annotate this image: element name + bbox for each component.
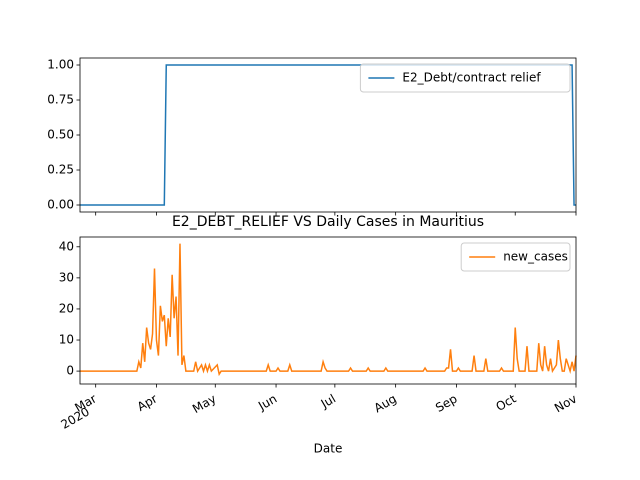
x-tick-label: Apr: [135, 391, 160, 414]
x-tick-label: Jul: [318, 392, 338, 412]
y-tick-label: 0.25: [47, 163, 74, 177]
y-tick-label: 0: [66, 364, 74, 378]
y-tick-label: 0.50: [47, 128, 74, 142]
x-tick-label: Aug: [372, 392, 399, 416]
data-line: [80, 243, 577, 377]
chart-title: E2_DEBT_RELIEF VS Daily Cases in Mauriti…: [172, 214, 484, 230]
y-tick-label: 10: [59, 333, 74, 347]
legend-box: [359, 63, 571, 93]
x-tick-label: Oct: [494, 391, 519, 414]
x-axis-label: Date: [314, 442, 343, 456]
axes-frame: [79, 57, 577, 213]
legend-label: E2_Debt/contract relief: [402, 71, 541, 85]
legend-label: new_cases: [503, 250, 568, 264]
x-tick-label: May: [190, 392, 218, 417]
axes-frame: [79, 236, 577, 385]
y-tick-label: 20: [59, 301, 74, 315]
legend-box: [460, 242, 571, 272]
y-tick-label: 0.00: [47, 198, 74, 212]
x-tick-label: Sep: [433, 392, 460, 415]
y-tick-label: 1.00: [47, 58, 74, 72]
y-tick-label: 30: [59, 270, 74, 284]
x-tick-label: Jun: [255, 392, 279, 414]
y-tick-label: 0.75: [47, 93, 74, 107]
y-tick-label: 40: [59, 239, 74, 253]
x-tick-label: Nov: [552, 392, 579, 416]
